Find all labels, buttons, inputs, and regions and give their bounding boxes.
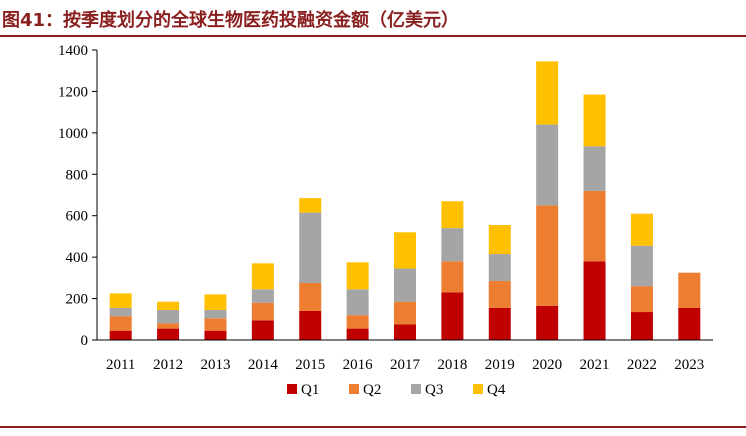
bar-q4-2015 (299, 198, 322, 213)
x-tick-label: 2016 (343, 357, 374, 373)
bar-q1-2023 (678, 307, 701, 340)
bar-q4-2019 (488, 225, 511, 255)
bar-q1-2020 (536, 305, 559, 340)
x-tick-label: 2014 (248, 357, 279, 373)
bar-q1-2018 (441, 292, 464, 340)
bar-q3-2015 (299, 212, 322, 284)
y-tick-label: 800 (66, 167, 89, 183)
y-tick-label: 600 (66, 209, 89, 225)
bar-q2-2019 (488, 280, 511, 308)
bar-q4-2017 (394, 232, 416, 269)
bar-q2-2016 (346, 315, 369, 329)
bar-q2-2021 (583, 190, 606, 262)
bar-q2-2022 (630, 286, 653, 313)
y-tick-label: 0 (81, 333, 89, 349)
x-tick-label: 2021 (580, 357, 610, 373)
bar-q3-2017 (394, 268, 416, 302)
bar-q1-2021 (583, 261, 606, 340)
legend-swatch-q3 (411, 384, 421, 394)
bar-q4-2022 (630, 213, 653, 246)
bar-q4-2011 (109, 293, 132, 308)
legend-label-q4: Q4 (487, 382, 506, 398)
x-tick-label: 2013 (200, 357, 230, 373)
x-tick-label: 2019 (485, 357, 515, 373)
legend-swatch-q1 (287, 384, 297, 394)
x-tick-label: 2011 (106, 357, 135, 373)
y-tick-label: 200 (66, 292, 89, 308)
bar-q1-2013 (204, 330, 227, 340)
x-tick-label: 2012 (153, 357, 183, 373)
title-bar: 图41：按季度划分的全球生物医药投融资金额（亿美元） (0, 0, 746, 34)
bar-q4-2020 (536, 61, 559, 125)
chart-title: 图41：按季度划分的全球生物医药投融资金额（亿美元） (2, 10, 460, 31)
bar-q3-2012 (157, 309, 180, 324)
bar-q4-2012 (157, 301, 180, 310)
bar-q3-2014 (251, 289, 274, 303)
x-tick-label: 2022 (627, 357, 657, 373)
x-tick-label: 2017 (390, 357, 421, 373)
bar-q1-2019 (488, 307, 511, 340)
bar-q2-2011 (109, 316, 132, 331)
bar-q1-2011 (109, 330, 132, 340)
bar-q2-2013 (204, 318, 227, 331)
bars (109, 61, 701, 340)
title-rule (0, 35, 746, 37)
bar-q4-2018 (441, 201, 464, 229)
legend-label-q3: Q3 (425, 382, 443, 398)
bar-q3-2013 (204, 309, 227, 319)
x-tick-label: 2020 (532, 357, 562, 373)
bar-q2-2017 (394, 301, 416, 325)
bar-q3-2018 (441, 228, 464, 262)
bar-q3-2011 (109, 307, 132, 317)
bar-q3-2016 (346, 289, 369, 316)
y-tick-label: 1000 (58, 126, 88, 142)
bottom-rule (0, 426, 746, 428)
bar-q3-2019 (488, 254, 511, 281)
bar-q3-2021 (583, 146, 606, 191)
x-tick-label: 2018 (437, 357, 467, 373)
bar-q3-2020 (536, 124, 559, 206)
bar-q3-2022 (630, 245, 653, 287)
bar-q2-2023 (678, 272, 701, 308)
legend-swatch-q4 (473, 384, 483, 394)
bar-q1-2022 (630, 312, 653, 340)
bar-q4-2014 (251, 263, 274, 290)
bar-q2-2014 (251, 302, 274, 321)
y-tick-label: 1400 (58, 43, 88, 59)
bar-q1-2017 (394, 324, 416, 340)
legend-label-q1: Q1 (301, 382, 319, 398)
bar-q4-2013 (204, 294, 227, 310)
y-tick-label: 1200 (58, 84, 88, 100)
legend-label-q2: Q2 (363, 382, 381, 398)
x-axis: 2011 2012 2013 2014 2015 2016 2017 2018 2019 2020… (97, 339, 713, 373)
x-tick-label: 2015 (295, 357, 325, 373)
bar-q4-2021 (583, 94, 606, 147)
bar-q1-2012 (157, 328, 180, 340)
y-axis: 0 200 400 600 800 1000 1200 1400 (58, 43, 98, 349)
bar-q1-2016 (346, 328, 369, 340)
y-tick-label: 400 (66, 250, 89, 266)
x-tick-label: 2023 (674, 357, 704, 373)
bar-q2-2015 (299, 283, 322, 311)
bar-q1-2014 (251, 320, 274, 340)
bar-q4-2016 (346, 262, 369, 290)
legend: Q1 Q2 Q3 Q4 (287, 382, 506, 398)
bar-q2-2012 (157, 323, 180, 329)
bar-q1-2015 (299, 311, 322, 340)
legend-swatch-q2 (349, 384, 359, 394)
bar-q2-2018 (441, 261, 464, 293)
bar-q2-2020 (536, 205, 559, 306)
